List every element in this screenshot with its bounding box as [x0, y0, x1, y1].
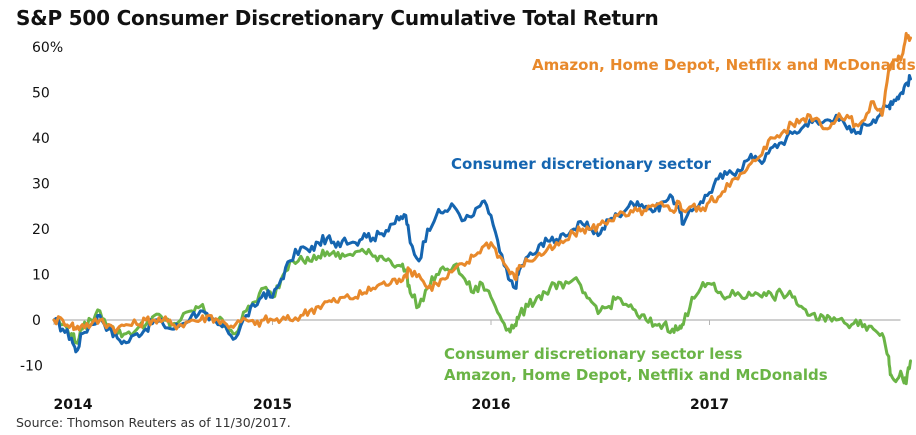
series-line-sector-less-four — [52, 247, 912, 386]
series-line-top-four-stocks — [52, 31, 912, 335]
annotation-sector-less-line2: Amazon, Home Depot, Netflix and McDonald… — [444, 366, 828, 384]
source-note: Source: Thomson Reuters as of 11/30/2017… — [16, 415, 291, 430]
x-tick-label: 2015 — [253, 397, 292, 413]
annotation-sector-less-line1: Consumer discretionary sector less — [444, 345, 742, 363]
annotation-top-four-stocks: Amazon, Home Depot, Netflix and McDonald… — [532, 56, 916, 74]
chart-title: S&P 500 Consumer Discretionary Cumulativ… — [16, 6, 659, 30]
y-tick-label: 30 — [32, 177, 50, 193]
annotation-sector: Consumer discretionary sector — [451, 155, 712, 173]
y-tick-label: 0 — [32, 313, 41, 329]
y-axis-tick-labels: 60% 50 40 30 20 10 0 -10 — [20, 40, 63, 375]
x-tick-label: 2016 — [472, 397, 511, 413]
y-tick-label: 40 — [32, 131, 50, 147]
x-tick-label: 2017 — [690, 397, 729, 413]
series-lines — [52, 31, 912, 386]
y-tick-label: 10 — [32, 268, 50, 284]
y-tick-label: 50 — [32, 86, 50, 102]
series-line-sector — [52, 74, 912, 354]
x-tick-label: 2014 — [54, 397, 93, 413]
y-tick-label: 20 — [32, 222, 50, 238]
y-tick-label: -10 — [20, 359, 43, 375]
x-axis-tick-labels: 2014 2015 2016 2017 — [54, 397, 729, 413]
y-tick-label: 60% — [32, 40, 63, 56]
